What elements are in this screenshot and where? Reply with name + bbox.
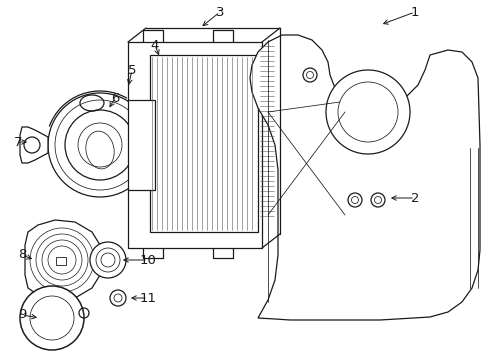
Text: 6: 6 (111, 91, 119, 104)
Text: 8: 8 (18, 248, 26, 261)
Text: 1: 1 (410, 5, 418, 18)
Text: 11: 11 (139, 292, 156, 305)
Circle shape (24, 137, 40, 153)
Bar (128, 42, 262, 248)
Circle shape (370, 193, 384, 207)
Bar (150, 55, 258, 232)
Text: 2: 2 (410, 192, 418, 204)
Polygon shape (20, 127, 48, 163)
Circle shape (347, 193, 361, 207)
Bar (56, 257, 66, 265)
Polygon shape (128, 100, 155, 190)
Circle shape (110, 290, 126, 306)
Circle shape (20, 286, 84, 350)
Circle shape (303, 68, 316, 82)
Text: 5: 5 (127, 63, 136, 77)
Circle shape (325, 70, 409, 154)
Text: 4: 4 (150, 39, 159, 51)
Text: 7: 7 (14, 135, 22, 149)
Circle shape (48, 93, 152, 197)
Polygon shape (25, 220, 100, 300)
Polygon shape (249, 35, 479, 320)
Text: 3: 3 (215, 5, 224, 18)
Text: 9: 9 (18, 309, 26, 321)
Circle shape (90, 242, 126, 278)
Text: 10: 10 (139, 253, 156, 266)
